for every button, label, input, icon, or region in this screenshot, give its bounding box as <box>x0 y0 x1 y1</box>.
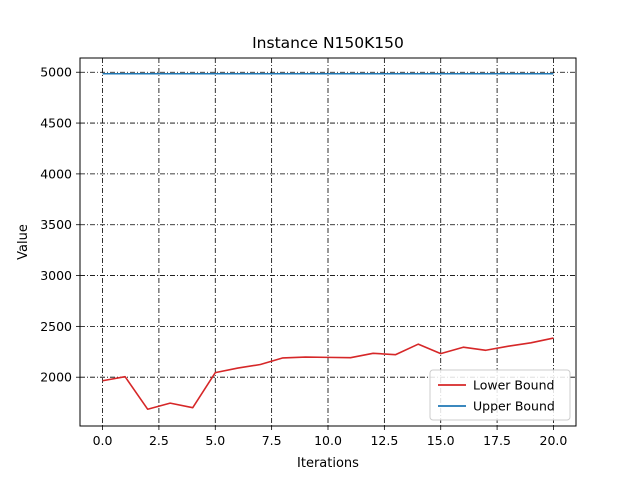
series-line-lower-bound <box>102 337 554 411</box>
y-tick-label: 3500 <box>40 217 72 232</box>
y-tick-label: 5000 <box>40 65 72 80</box>
chart-title: Instance N150K150 <box>252 34 404 52</box>
legend-label: Lower Bound <box>473 378 554 393</box>
grid-lines <box>80 58 576 426</box>
y-tick-label: 4000 <box>40 166 72 181</box>
x-tick-label: 7.5 <box>262 433 282 448</box>
x-axis-label: Iterations <box>297 456 359 471</box>
legend-box <box>429 369 571 421</box>
y-axis-ticks: 2000 2500 3000 3500 4000 4500 5000 <box>40 65 80 385</box>
y-tick-label: 2000 <box>40 370 72 385</box>
y-tick-label: 3000 <box>40 268 72 283</box>
x-tick-label: 5.0 <box>205 433 225 448</box>
x-tick-label: 17.5 <box>483 433 511 448</box>
x-tick-label: 2.5 <box>149 433 169 448</box>
y-axis-label: Value <box>16 224 31 260</box>
x-axis-ticks: 0.0 2.5 5.0 7.5 10.0 12.5 15.0 17.5 20.0 <box>93 426 568 448</box>
x-tick-label: 0.0 <box>93 433 113 448</box>
y-tick-label: 2500 <box>40 319 72 334</box>
x-tick-label: 15.0 <box>427 433 455 448</box>
x-tick-label: 20.0 <box>540 433 568 448</box>
x-tick-label: 12.5 <box>370 433 398 448</box>
series-lines <box>102 72 554 411</box>
y-tick-label: 4500 <box>40 116 72 131</box>
legend-label: Upper Bound <box>473 399 555 414</box>
x-tick-label: 10.0 <box>314 433 342 448</box>
legend: Lower Bound Upper Bound <box>429 369 571 421</box>
